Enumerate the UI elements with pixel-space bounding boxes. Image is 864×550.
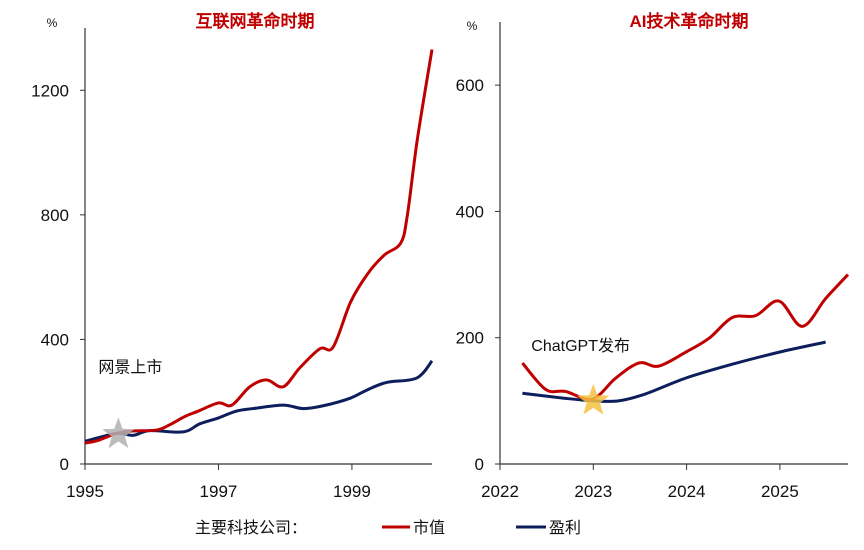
star-marker-icon bbox=[102, 417, 135, 449]
series-line-market-cap bbox=[521, 273, 850, 401]
y-tick-label: 1200 bbox=[31, 81, 69, 100]
y-tick-label: 600 bbox=[456, 76, 484, 95]
y-tick-label: 0 bbox=[60, 455, 69, 474]
x-tick-label: 2024 bbox=[668, 482, 706, 501]
y-tick-label: 400 bbox=[456, 202, 484, 221]
annotation-label: 网景上市 bbox=[98, 358, 162, 376]
y-unit-label: % bbox=[467, 19, 478, 33]
y-tick-label: 400 bbox=[41, 330, 69, 349]
chart-title: AI技术革命时期 bbox=[630, 11, 749, 31]
legend-label-earnings: 盈利 bbox=[549, 519, 581, 537]
star-marker-icon bbox=[577, 383, 610, 415]
x-tick-label: 1999 bbox=[333, 482, 371, 501]
y-unit-label: % bbox=[47, 16, 58, 30]
y-tick-label: 0 bbox=[475, 455, 484, 474]
series-line-earnings bbox=[522, 340, 826, 403]
legend-prefix: 主要科技公司： bbox=[195, 519, 307, 537]
x-tick-label: 1995 bbox=[66, 482, 104, 501]
y-tick-label: 200 bbox=[456, 329, 484, 348]
legend: 主要科技公司： 市值 盈利 bbox=[195, 519, 581, 537]
x-tick-label: 2022 bbox=[481, 482, 519, 501]
legend-label-market-cap: 市值 bbox=[413, 519, 445, 537]
x-tick-label: 2025 bbox=[761, 482, 799, 501]
ai-era-chart: AI技术革命时期 % 0 200 400 600 2022 2023 2024 2025 Cha… bbox=[456, 11, 850, 501]
x-tick-label: 1997 bbox=[200, 482, 238, 501]
internet-era-chart: 互联网革命时期 % 0 400 800 1200 1995 1997 1999 网景上市 bbox=[31, 11, 434, 501]
annotation-label: ChatGPT发布 bbox=[531, 337, 630, 355]
x-tick-label: 2023 bbox=[574, 482, 612, 501]
chart-title: 互联网革命时期 bbox=[196, 11, 315, 31]
y-tick-label: 800 bbox=[41, 206, 69, 225]
series-line-market-cap bbox=[84, 49, 434, 445]
